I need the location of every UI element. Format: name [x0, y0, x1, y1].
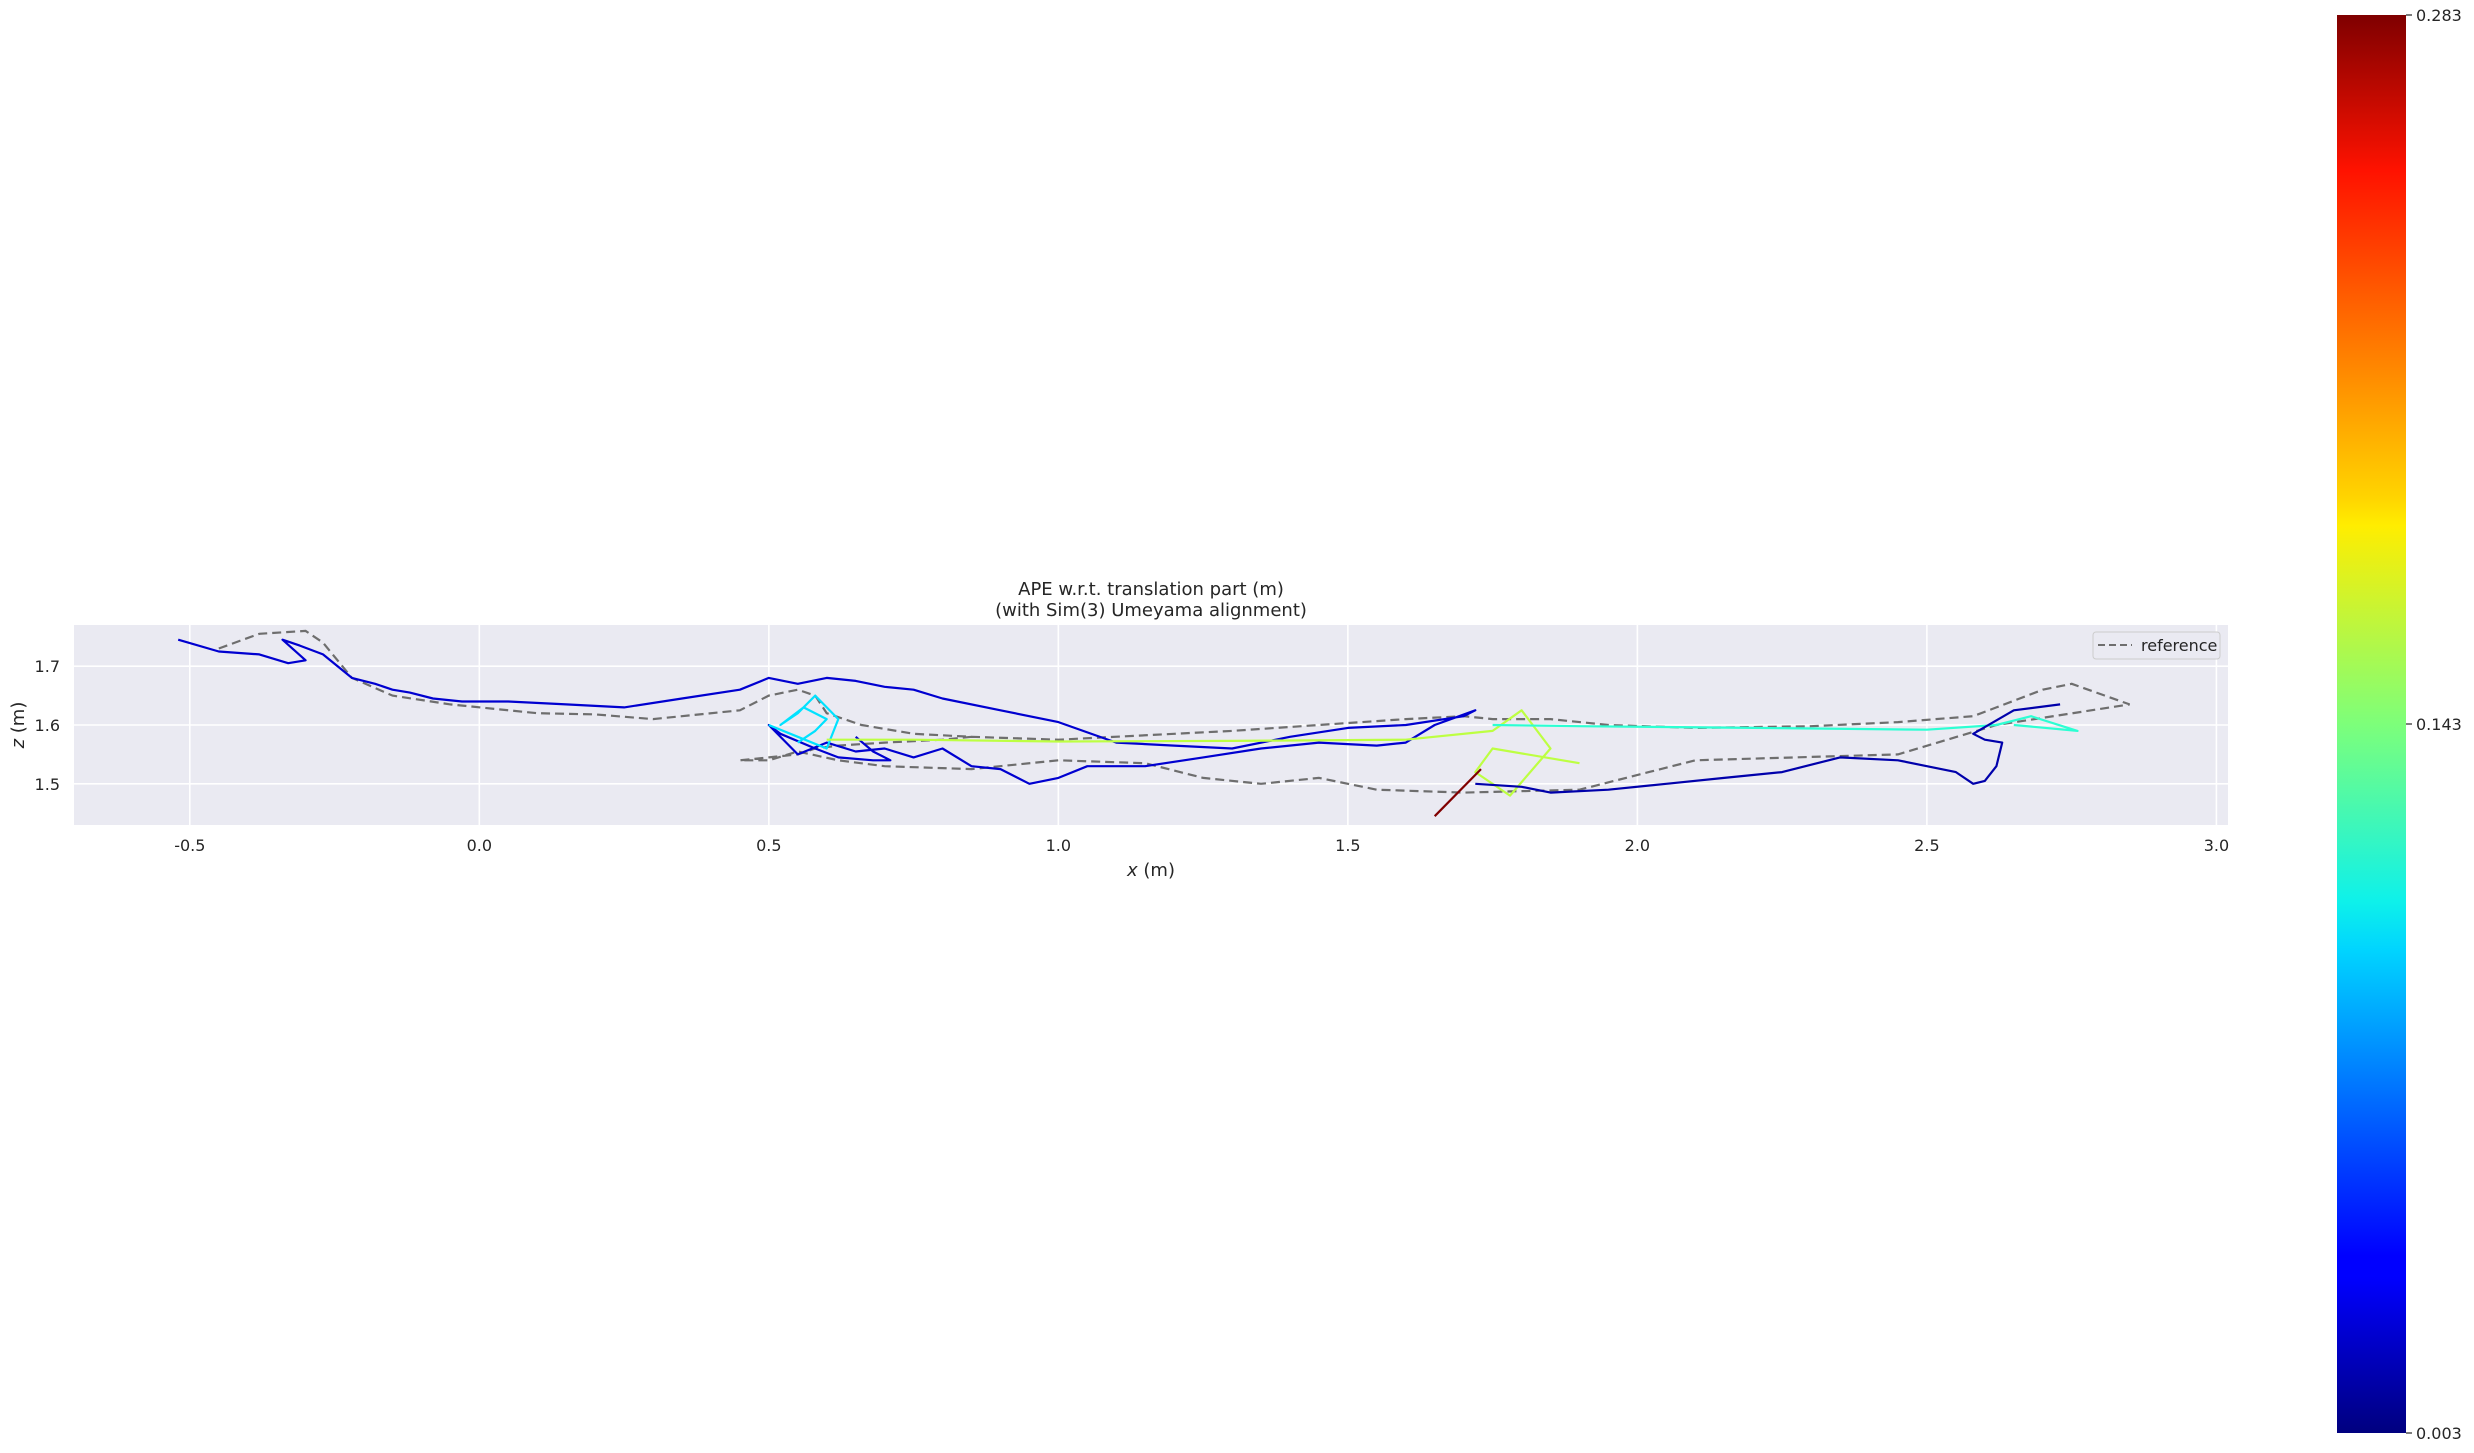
x-tick-label: 0.5 — [756, 836, 781, 855]
y-axis-label: z (m) — [8, 702, 29, 750]
x-tick-label: 0.0 — [467, 836, 492, 855]
x-axis-label: x (m) — [1126, 860, 1175, 881]
estimate-trajectory-segment — [177, 638, 1477, 785]
legend-box — [2092, 631, 2221, 660]
x-tick-labels: -0.5 0.0 0.5 1.0 1.5 2.0 2.5 3.0 — [174, 836, 2229, 855]
y-axis-variable: z — [8, 738, 29, 749]
y-gridlines — [74, 665, 2228, 785]
y-tick-label: 1.6 — [35, 716, 60, 735]
x-axis-variable: x — [1126, 860, 1138, 881]
estimate-trajectory-segment — [1475, 703, 2061, 794]
estimate-trajectory-segment — [1433, 768, 1482, 817]
legend: reference — [2092, 631, 2221, 660]
estimate-trajectory-segment — [768, 694, 840, 750]
chart-title: APE w.r.t. translation part (m) — [1018, 579, 1284, 600]
trajectory-series — [177, 629, 2130, 817]
x-tick-label: 2.0 — [1625, 836, 1650, 855]
colorbar-tick-label: 0.143 — [2416, 715, 2462, 734]
colorbar-ticks: 0.283 0.143 0.003 — [2406, 6, 2462, 1443]
y-axis-unit: (m) — [8, 702, 29, 739]
colorbar-gradient — [2337, 15, 2406, 1433]
reference-trajectory-line — [218, 629, 2130, 794]
x-tick-label: 1.0 — [1046, 836, 1071, 855]
legend-reference-label: reference — [2141, 636, 2217, 655]
estimate-trajectory-segment — [826, 709, 1580, 797]
colorbar-tick-label: 0.283 — [2416, 6, 2462, 25]
colorbar: 0.283 0.143 0.003 — [2337, 6, 2462, 1443]
y-tick-label: 1.5 — [35, 775, 60, 794]
chart-subtitle: (with Sim(3) Umeyama alignment) — [995, 600, 1307, 621]
y-tick-labels: 1.5 1.6 1.7 — [35, 657, 60, 794]
x-tick-label: 3.0 — [2204, 836, 2229, 855]
x-axis-unit: (m) — [1138, 860, 1175, 881]
x-tick-label: 1.5 — [1335, 836, 1360, 855]
x-tick-label: 2.5 — [1914, 836, 1939, 855]
y-tick-label: 1.7 — [35, 657, 60, 676]
estimate-trajectory-segment — [1492, 715, 2079, 733]
colorbar-tick-label: 0.003 — [2416, 1424, 2462, 1443]
x-tick-label: -0.5 — [174, 836, 205, 855]
